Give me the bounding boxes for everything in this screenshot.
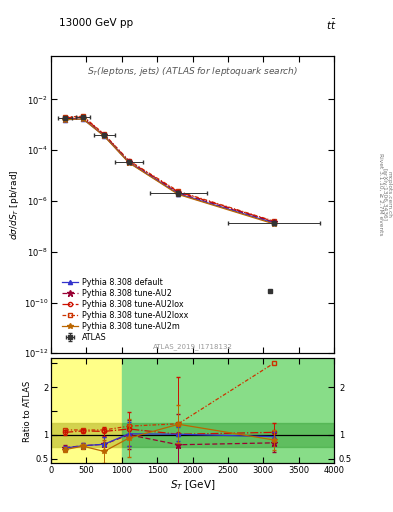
Pythia 8.308 default — [127, 159, 131, 165]
X-axis label: $S_T$ [GeV]: $S_T$ [GeV] — [170, 478, 215, 492]
Bar — [51, 423, 122, 446]
Line: Pythia 8.308 default: Pythia 8.308 default — [63, 117, 276, 225]
Bar — [122, 423, 334, 446]
Pythia 8.308 tune-AU2m — [63, 117, 68, 123]
Legend: Pythia 8.308 default, Pythia 8.308 tune-AU2, Pythia 8.308 tune-AU2lox, Pythia 8.: Pythia 8.308 default, Pythia 8.308 tune-… — [61, 276, 190, 344]
Pythia 8.308 tune-AU2m — [81, 116, 85, 122]
Pythia 8.308 default — [63, 117, 68, 123]
Pythia 8.308 default — [272, 220, 276, 226]
Pythia 8.308 tune-AU2loxx — [127, 158, 131, 164]
Pythia 8.308 tune-AU2loxx — [102, 131, 107, 137]
Pythia 8.308 tune-AU2 — [176, 190, 181, 196]
Text: 13000 GeV pp: 13000 GeV pp — [59, 18, 133, 28]
Pythia 8.308 tune-AU2loxx — [176, 188, 181, 195]
Pythia 8.308 tune-AU2lox — [272, 219, 276, 225]
Pythia 8.308 tune-AU2 — [81, 115, 85, 121]
Pythia 8.308 tune-AU2lox — [81, 114, 85, 120]
Pythia 8.308 default — [81, 116, 85, 122]
Pythia 8.308 tune-AU2lox — [63, 115, 68, 121]
Pythia 8.308 tune-AU2 — [272, 219, 276, 225]
Text: Rivet 3.1.10, ≥ 2.7M events: Rivet 3.1.10, ≥ 2.7M events — [378, 153, 383, 236]
Text: ATLAS_2019_I1718132: ATLAS_2019_I1718132 — [152, 344, 233, 350]
Pythia 8.308 tune-AU2 — [102, 133, 107, 139]
Pythia 8.308 tune-AU2lox — [102, 132, 107, 138]
Text: mcplots.cern.ch: mcplots.cern.ch — [386, 171, 391, 218]
Pythia 8.308 tune-AU2 — [63, 116, 68, 122]
Pythia 8.308 tune-AU2m — [272, 221, 276, 227]
Text: $S_T$(leptons, jets) (ATLAS for leptoquark search): $S_T$(leptons, jets) (ATLAS for leptoqua… — [87, 65, 298, 78]
Text: $t\bar{t}$: $t\bar{t}$ — [325, 18, 336, 32]
Pythia 8.308 tune-AU2m — [127, 160, 131, 166]
Pythia 8.308 tune-AU2lox — [176, 189, 181, 195]
Pythia 8.308 tune-AU2loxx — [272, 218, 276, 224]
Pythia 8.308 default — [102, 133, 107, 139]
Y-axis label: Ratio to ATLAS: Ratio to ATLAS — [24, 380, 32, 441]
Pythia 8.308 tune-AU2m — [102, 133, 107, 139]
Y-axis label: $d\sigma/dS_T$ [pb/rad]: $d\sigma/dS_T$ [pb/rad] — [8, 169, 21, 240]
Line: Pythia 8.308 tune-AU2lox: Pythia 8.308 tune-AU2lox — [63, 115, 276, 224]
Line: Pythia 8.308 tune-AU2: Pythia 8.308 tune-AU2 — [62, 115, 277, 225]
Line: Pythia 8.308 tune-AU2loxx: Pythia 8.308 tune-AU2loxx — [63, 114, 276, 223]
Pythia 8.308 tune-AU2 — [127, 159, 131, 165]
Pythia 8.308 tune-AU2loxx — [81, 113, 85, 119]
Bar — [51, 358, 122, 463]
Text: [arXiv:1306.3436]: [arXiv:1306.3436] — [382, 168, 387, 221]
Pythia 8.308 default — [176, 191, 181, 197]
Bar — [122, 358, 334, 463]
Pythia 8.308 tune-AU2loxx — [63, 114, 68, 120]
Pythia 8.308 tune-AU2lox — [127, 158, 131, 164]
Line: Pythia 8.308 tune-AU2m: Pythia 8.308 tune-AU2m — [62, 116, 277, 227]
Pythia 8.308 tune-AU2m — [176, 191, 181, 198]
